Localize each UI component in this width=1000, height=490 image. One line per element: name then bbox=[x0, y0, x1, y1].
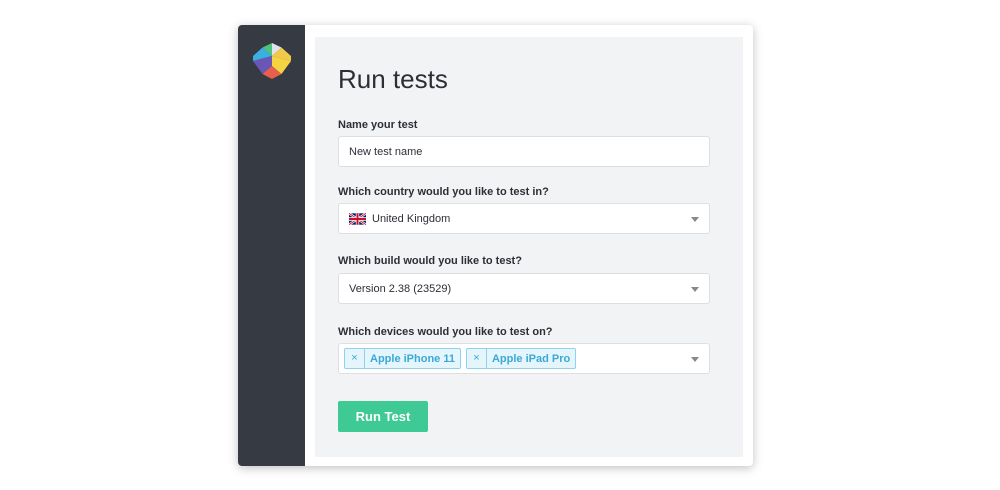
devices-label: Which devices would you like to test on? bbox=[338, 326, 553, 338]
sidebar bbox=[238, 25, 305, 466]
country-select[interactable]: United Kingdom bbox=[338, 203, 710, 234]
test-name-value: New test name bbox=[349, 145, 423, 158]
device-tag-label: Apple iPhone 11 bbox=[370, 352, 455, 365]
remove-tag-icon[interactable]: × bbox=[467, 349, 487, 368]
device-tag-label: Apple iPad Pro bbox=[491, 352, 571, 365]
app-logo-icon[interactable] bbox=[253, 43, 291, 79]
remove-tag-icon[interactable]: × bbox=[345, 349, 365, 368]
device-tag: × Apple iPad Pro bbox=[465, 348, 577, 369]
build-value: Version 2.38 (23529) bbox=[349, 282, 452, 295]
test-name-label: Name your test bbox=[338, 119, 418, 131]
build-label: Which build would you like to test? bbox=[338, 255, 522, 267]
chevron-down-icon bbox=[691, 287, 699, 292]
chevron-down-icon bbox=[691, 217, 699, 222]
form-panel: Run tests Name your test New test name W… bbox=[315, 37, 743, 457]
devices-multiselect[interactable]: × Apple iPhone 11 × Apple iPad Pro bbox=[338, 343, 710, 374]
chevron-down-icon bbox=[691, 357, 699, 362]
country-value: United Kingdom bbox=[372, 212, 451, 225]
test-name-input[interactable]: New test name bbox=[338, 136, 710, 167]
run-test-button[interactable]: Run Test bbox=[338, 401, 428, 432]
country-label: Which country would you like to test in? bbox=[338, 186, 549, 198]
device-tag: × Apple iPhone 11 bbox=[344, 348, 461, 369]
run-tests-window: Run tests Name your test New test name W… bbox=[238, 25, 753, 466]
build-select[interactable]: Version 2.38 (23529) bbox=[338, 273, 710, 304]
uk-flag-icon bbox=[349, 212, 366, 225]
page-title: Run tests bbox=[338, 64, 448, 94]
